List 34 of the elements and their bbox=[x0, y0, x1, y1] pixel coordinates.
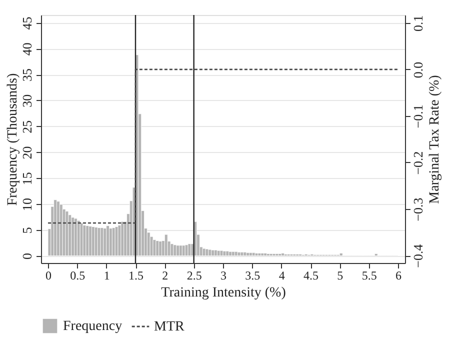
y2-tick-label: −0.2 bbox=[410, 151, 426, 175]
y-tick-label: 25 bbox=[20, 120, 34, 134]
y2-tick-label: −0.3 bbox=[410, 198, 426, 222]
x-tick-label: 5.5 bbox=[362, 268, 377, 282]
y2-axis-title: Marginal Tax Rate (%) bbox=[428, 74, 442, 204]
y-tick-label: 10 bbox=[20, 198, 34, 211]
x-tick-label: 3.5 bbox=[245, 268, 260, 282]
legend-label: Frequency bbox=[63, 319, 122, 334]
legend-label: MTR bbox=[154, 320, 185, 334]
y-tick-label: 35 bbox=[20, 68, 34, 82]
x-tick-label: 4 bbox=[278, 268, 285, 282]
y2-tick-label: −0.1 bbox=[410, 104, 426, 128]
y-axis-title: Frequency (Thousands) bbox=[6, 72, 20, 206]
y-tick-label: 20 bbox=[20, 146, 34, 160]
y2-tick-label: −0.4 bbox=[410, 244, 426, 268]
x-tick-label: 2 bbox=[162, 268, 168, 282]
x-tick-label: 2.5 bbox=[186, 268, 202, 282]
x-tick-label: 4.5 bbox=[304, 268, 318, 282]
x-tick-label: 5 bbox=[337, 268, 344, 282]
y2-tick-label: 0.0 bbox=[410, 62, 426, 78]
x-tick-label: 6 bbox=[396, 268, 402, 282]
y-tick-label: 5 bbox=[20, 227, 34, 234]
y-tick-label: 30 bbox=[20, 94, 34, 108]
y-tick-label: 15 bbox=[20, 172, 34, 186]
x-tick-label: 1.5 bbox=[128, 268, 144, 282]
x-tick-label: 1 bbox=[104, 268, 110, 282]
y-tick-label: 45 bbox=[20, 16, 34, 30]
x-tick-label: 3 bbox=[220, 268, 226, 282]
y-tick-label: 40 bbox=[20, 42, 34, 56]
x-tick-label: 0.5 bbox=[70, 268, 86, 282]
y-tick-label: 0 bbox=[20, 253, 34, 260]
y2-tick-label: 0.1 bbox=[410, 15, 426, 32]
x-axis-title: Training Intensity (%) bbox=[161, 286, 286, 300]
x-tick-label: 0 bbox=[46, 268, 52, 282]
